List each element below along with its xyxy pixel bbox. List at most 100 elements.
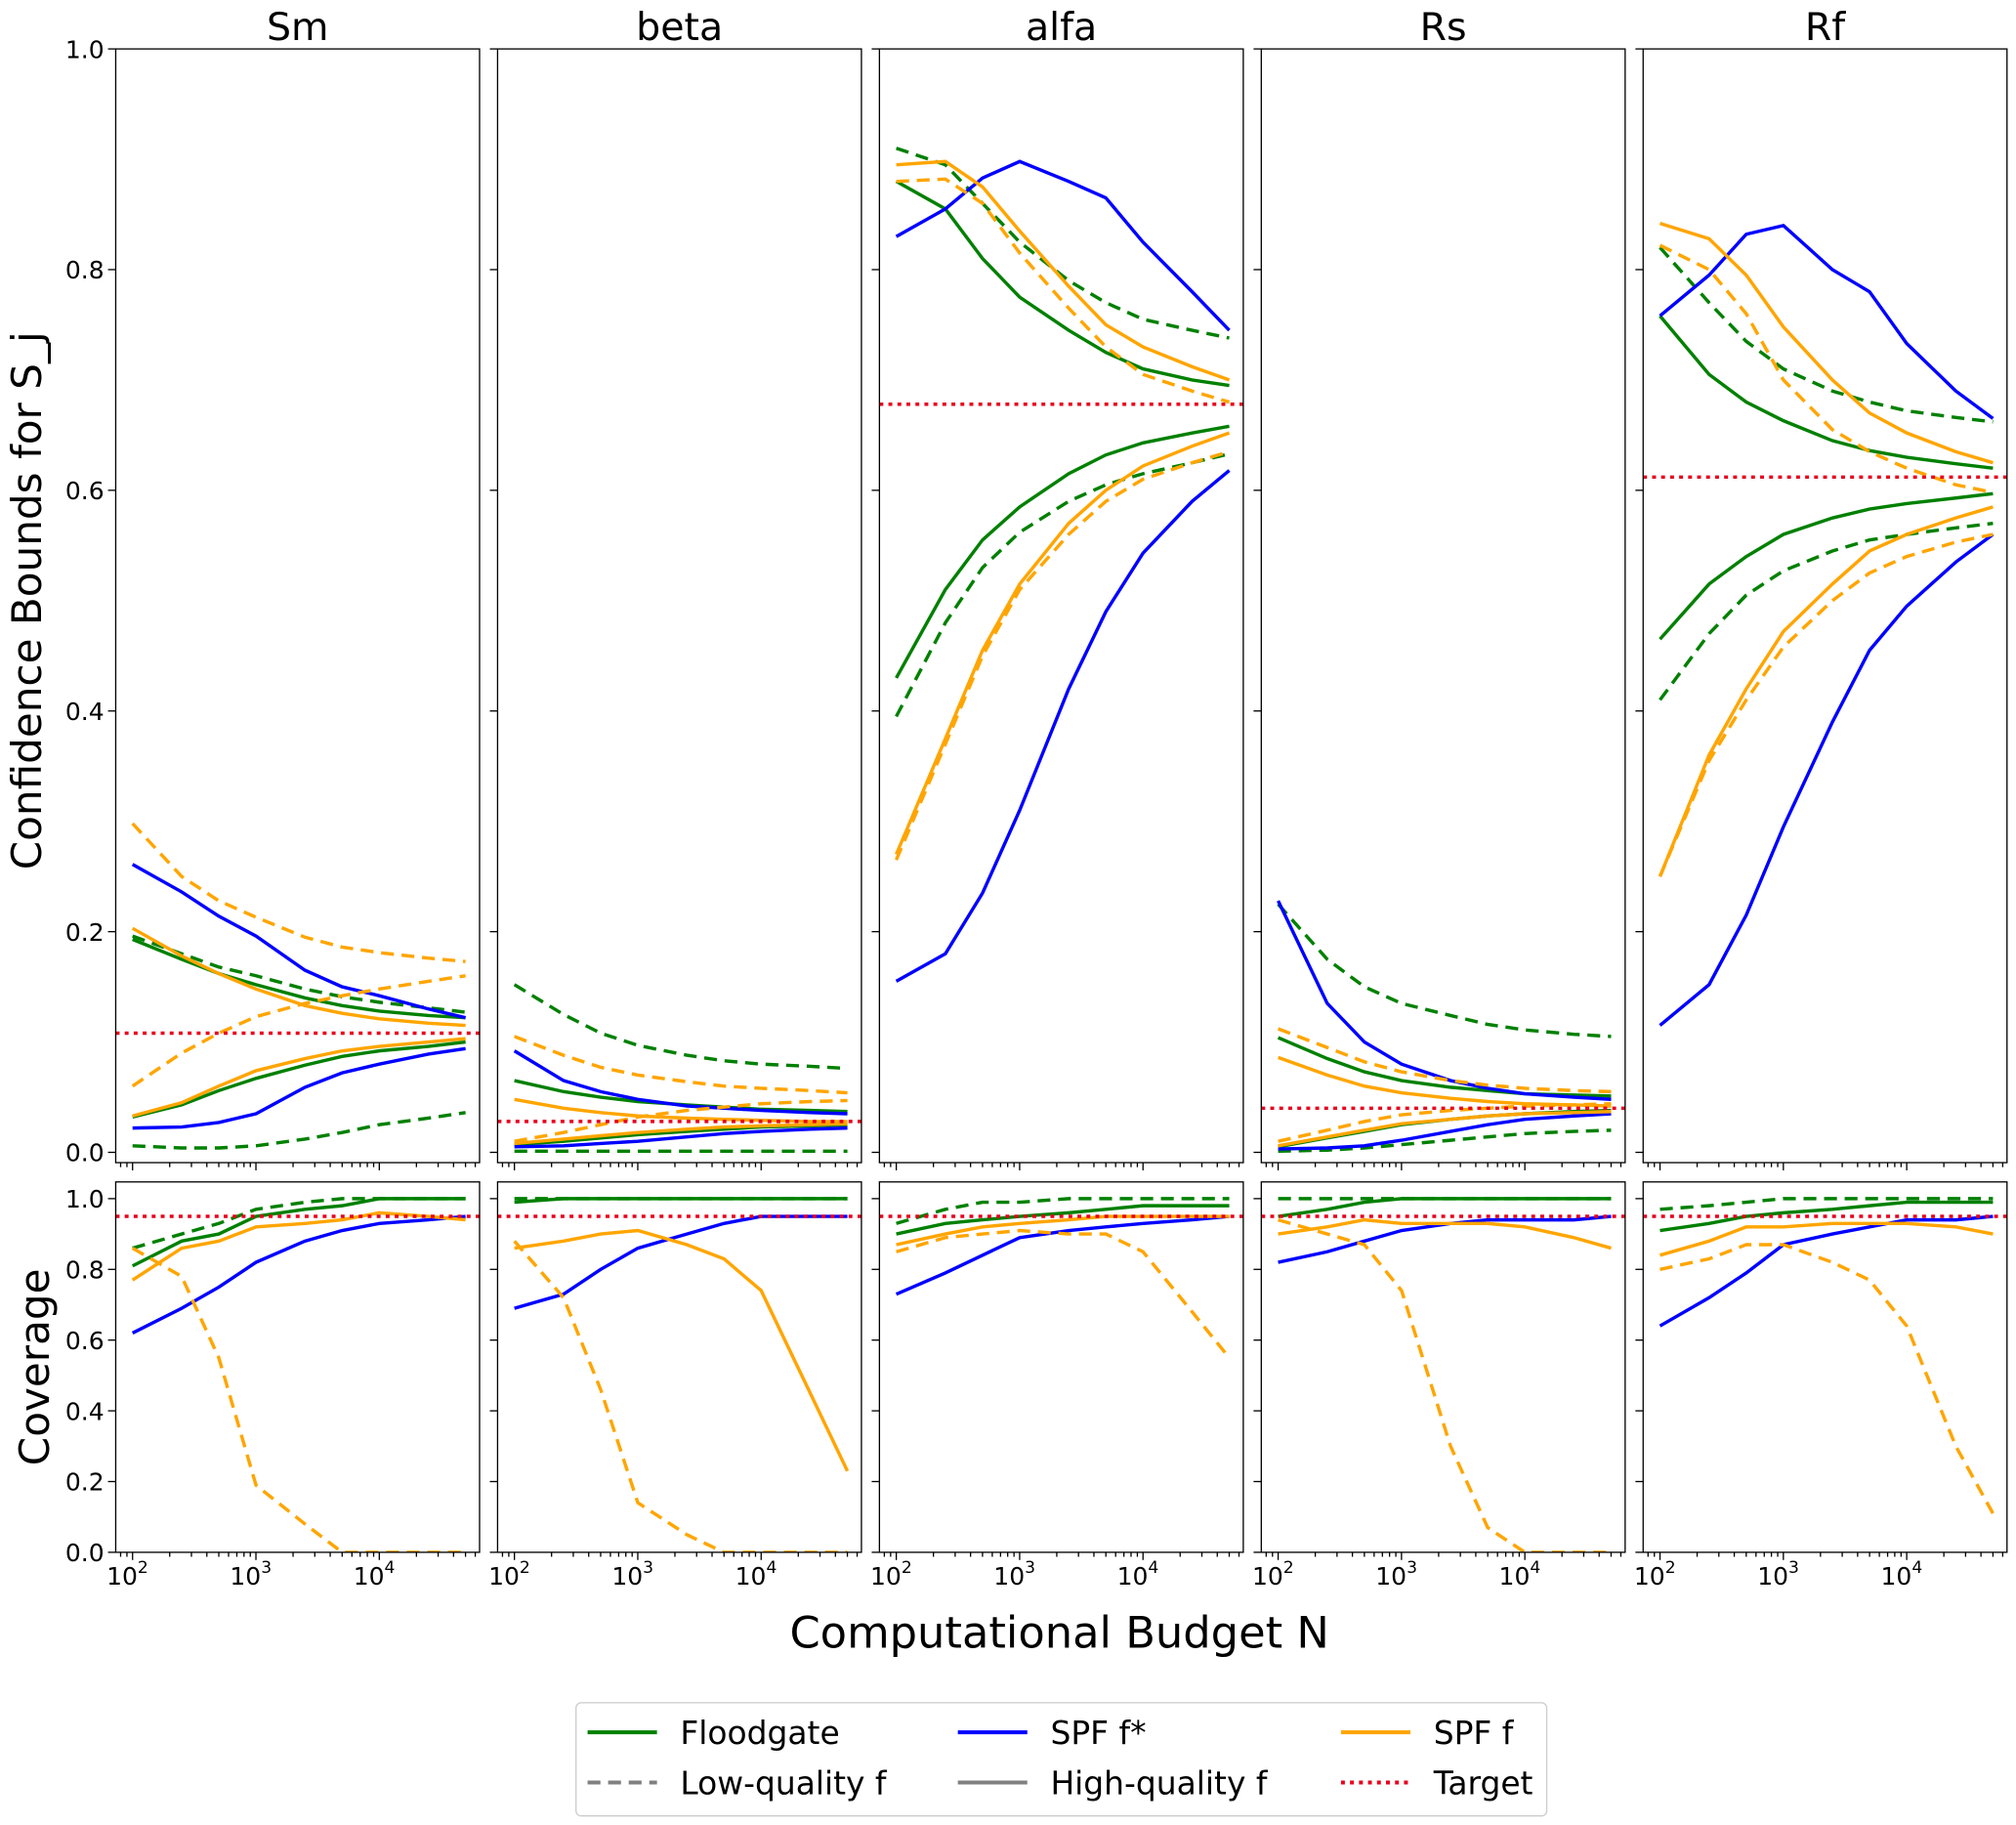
legend-label: High-quality f <box>1050 1763 1268 1802</box>
legend-label: SPF f* <box>1050 1714 1146 1752</box>
upper-bound-spf-star-high <box>895 159 1231 332</box>
y-tick-label: 0.2 <box>65 1468 105 1497</box>
coverage-line-spf-star-high <box>895 1214 1230 1296</box>
series-group <box>1643 1197 2007 1514</box>
coverage-line-spf-f-low <box>1659 1243 1995 1514</box>
lower-bound-floodgate-low <box>132 1111 466 1150</box>
upper-bound-spf-f-low <box>514 1035 848 1095</box>
axes-frame <box>1260 1181 1626 1553</box>
y-axis-label-bottom: Coverage <box>11 1268 59 1465</box>
upper-bound-spf-star-high <box>1277 900 1612 1101</box>
axes-frame <box>114 1181 481 1553</box>
legend-label: SPF f <box>1434 1714 1515 1752</box>
upper-bound-floodgate-low <box>513 983 848 1071</box>
series-group <box>1261 1197 1625 1552</box>
y-tick-label: 0.6 <box>65 477 105 505</box>
coverage-line-spf-f-high <box>1278 1217 1612 1251</box>
y-tick-label: 0.8 <box>65 1255 105 1284</box>
axes-frame <box>878 1181 1244 1553</box>
upper-bound-spf-f-low <box>1659 243 1994 494</box>
axes-frame <box>496 48 862 1164</box>
lower-bound-spf-f-high <box>895 431 1231 856</box>
upper-bound-spf-star-high <box>131 863 467 1020</box>
upper-bound-spf-star-high <box>1659 223 1995 420</box>
lower-bound-floodgate-low <box>1278 1128 1612 1154</box>
bounds-axes <box>489 48 862 1170</box>
axes-frame <box>114 48 481 1164</box>
x-tick-label: 104 <box>1117 1558 1159 1591</box>
bounds-axes <box>871 48 1244 1170</box>
coverage-line-spf-f-low <box>131 1247 466 1552</box>
axes-frame <box>1260 48 1626 1164</box>
panel-Sm: Sm 0.0 0.2 0.4 0.6 0.8 1.0 0.0 0.2 0.4 0.6 0.8 1.0 10… <box>65 5 481 1591</box>
axes-frame <box>1642 1181 2008 1553</box>
coverage-line-spf-f-low <box>896 1228 1231 1359</box>
lower-bound-floodgate-high <box>1659 491 1994 641</box>
legend-item: High-quality f <box>957 1763 1269 1802</box>
lower-bound-spf-f-high <box>1278 1110 1612 1148</box>
coverage-line-floodgate-high <box>1278 1197 1612 1218</box>
upper-bound-spf-f-high <box>131 926 466 1028</box>
coverage-axes: 102 103 104 <box>488 1181 862 1591</box>
lower-bound-floodgate-low <box>1659 521 1994 701</box>
x-tick-label: 104 <box>1499 1558 1541 1591</box>
upper-bound-floodgate-low <box>1659 246 1994 424</box>
coverage-line-spf-f-high <box>514 1228 850 1472</box>
coverage-line-floodgate-high <box>896 1204 1230 1236</box>
legend-item: Low-quality f <box>587 1763 888 1802</box>
upper-bound-floodgate-high <box>1659 315 1994 470</box>
x-tick-label: 102 <box>1634 1558 1676 1591</box>
upper-bound-floodgate-high <box>132 937 466 1020</box>
upper-bound-spf-star-high <box>513 1049 848 1116</box>
panel-Rs: Rs 102 103 104 <box>1252 5 1626 1591</box>
legend-item: Floodgate <box>587 1714 840 1752</box>
x-tick-label: 102 <box>1252 1558 1294 1591</box>
upper-bound-spf-f-low <box>1277 1027 1612 1094</box>
panel-beta: beta 102 103 104 <box>488 5 862 1591</box>
lower-bound-spf-star-high <box>895 469 1231 983</box>
y-tick-label: 0.2 <box>65 918 105 947</box>
lower-bound-floodgate-high <box>895 424 1230 679</box>
lower-bound-spf-f-high <box>132 1037 466 1118</box>
series-group <box>879 147 1243 983</box>
coverage-line-spf-star-high <box>514 1214 848 1310</box>
lower-bound-spf-star-high <box>1278 1112 1612 1151</box>
y-tick-label: 0.6 <box>65 1327 105 1355</box>
x-tick-label: 103 <box>993 1558 1035 1591</box>
coverage-axes: 0.0 0.2 0.4 0.6 0.8 1.0 102 103 104 <box>65 1181 481 1591</box>
coverage-line-spf-f-high <box>1659 1221 1994 1257</box>
legend-label: Target <box>1433 1763 1533 1802</box>
x-tick-label: 103 <box>1375 1558 1417 1591</box>
upper-bound-spf-f-high <box>514 1097 848 1124</box>
coverage-line-floodgate-low <box>132 1197 466 1251</box>
lower-bound-floodgate-high <box>514 1123 848 1147</box>
x-tick-label: 103 <box>611 1558 653 1591</box>
y-tick-label: 1.0 <box>65 35 105 64</box>
series-group <box>1643 221 2007 1027</box>
lower-bound-spf-star-high <box>514 1125 848 1149</box>
lower-bound-spf-star-high <box>132 1046 466 1130</box>
legend-label: Floodgate <box>680 1714 839 1752</box>
upper-bound-spf-f-high <box>1659 221 1994 465</box>
lower-bound-spf-f-low <box>895 449 1231 861</box>
upper-bound-floodgate-low <box>132 934 466 1014</box>
coverage-line-floodgate-high <box>131 1197 466 1268</box>
upper-bound-floodgate-low <box>1277 903 1612 1039</box>
x-tick-label: 104 <box>735 1558 777 1591</box>
legend-label: Low-quality f <box>680 1763 888 1802</box>
upper-bound-spf-f-low <box>131 822 466 963</box>
upper-bound-floodgate-high <box>895 180 1230 388</box>
lower-bound-floodgate-high <box>132 1040 466 1119</box>
legend-item: SPF f <box>1340 1714 1515 1752</box>
axes-frame <box>496 1181 862 1553</box>
coverage-line-floodgate-low <box>1659 1197 1994 1211</box>
coverage-line-spf-f-low <box>1278 1217 1612 1552</box>
series-group <box>115 822 480 1150</box>
coverage-line-floodgate-high <box>1659 1200 1994 1233</box>
upper-bound-spf-f-low <box>896 177 1231 404</box>
lower-bound-spf-f-low <box>1658 532 1994 877</box>
legend-frame <box>575 1702 1548 1817</box>
coverage-line-spf-star-high <box>1659 1214 1994 1328</box>
coverage-axes: 102 103 104 <box>870 1181 1244 1591</box>
